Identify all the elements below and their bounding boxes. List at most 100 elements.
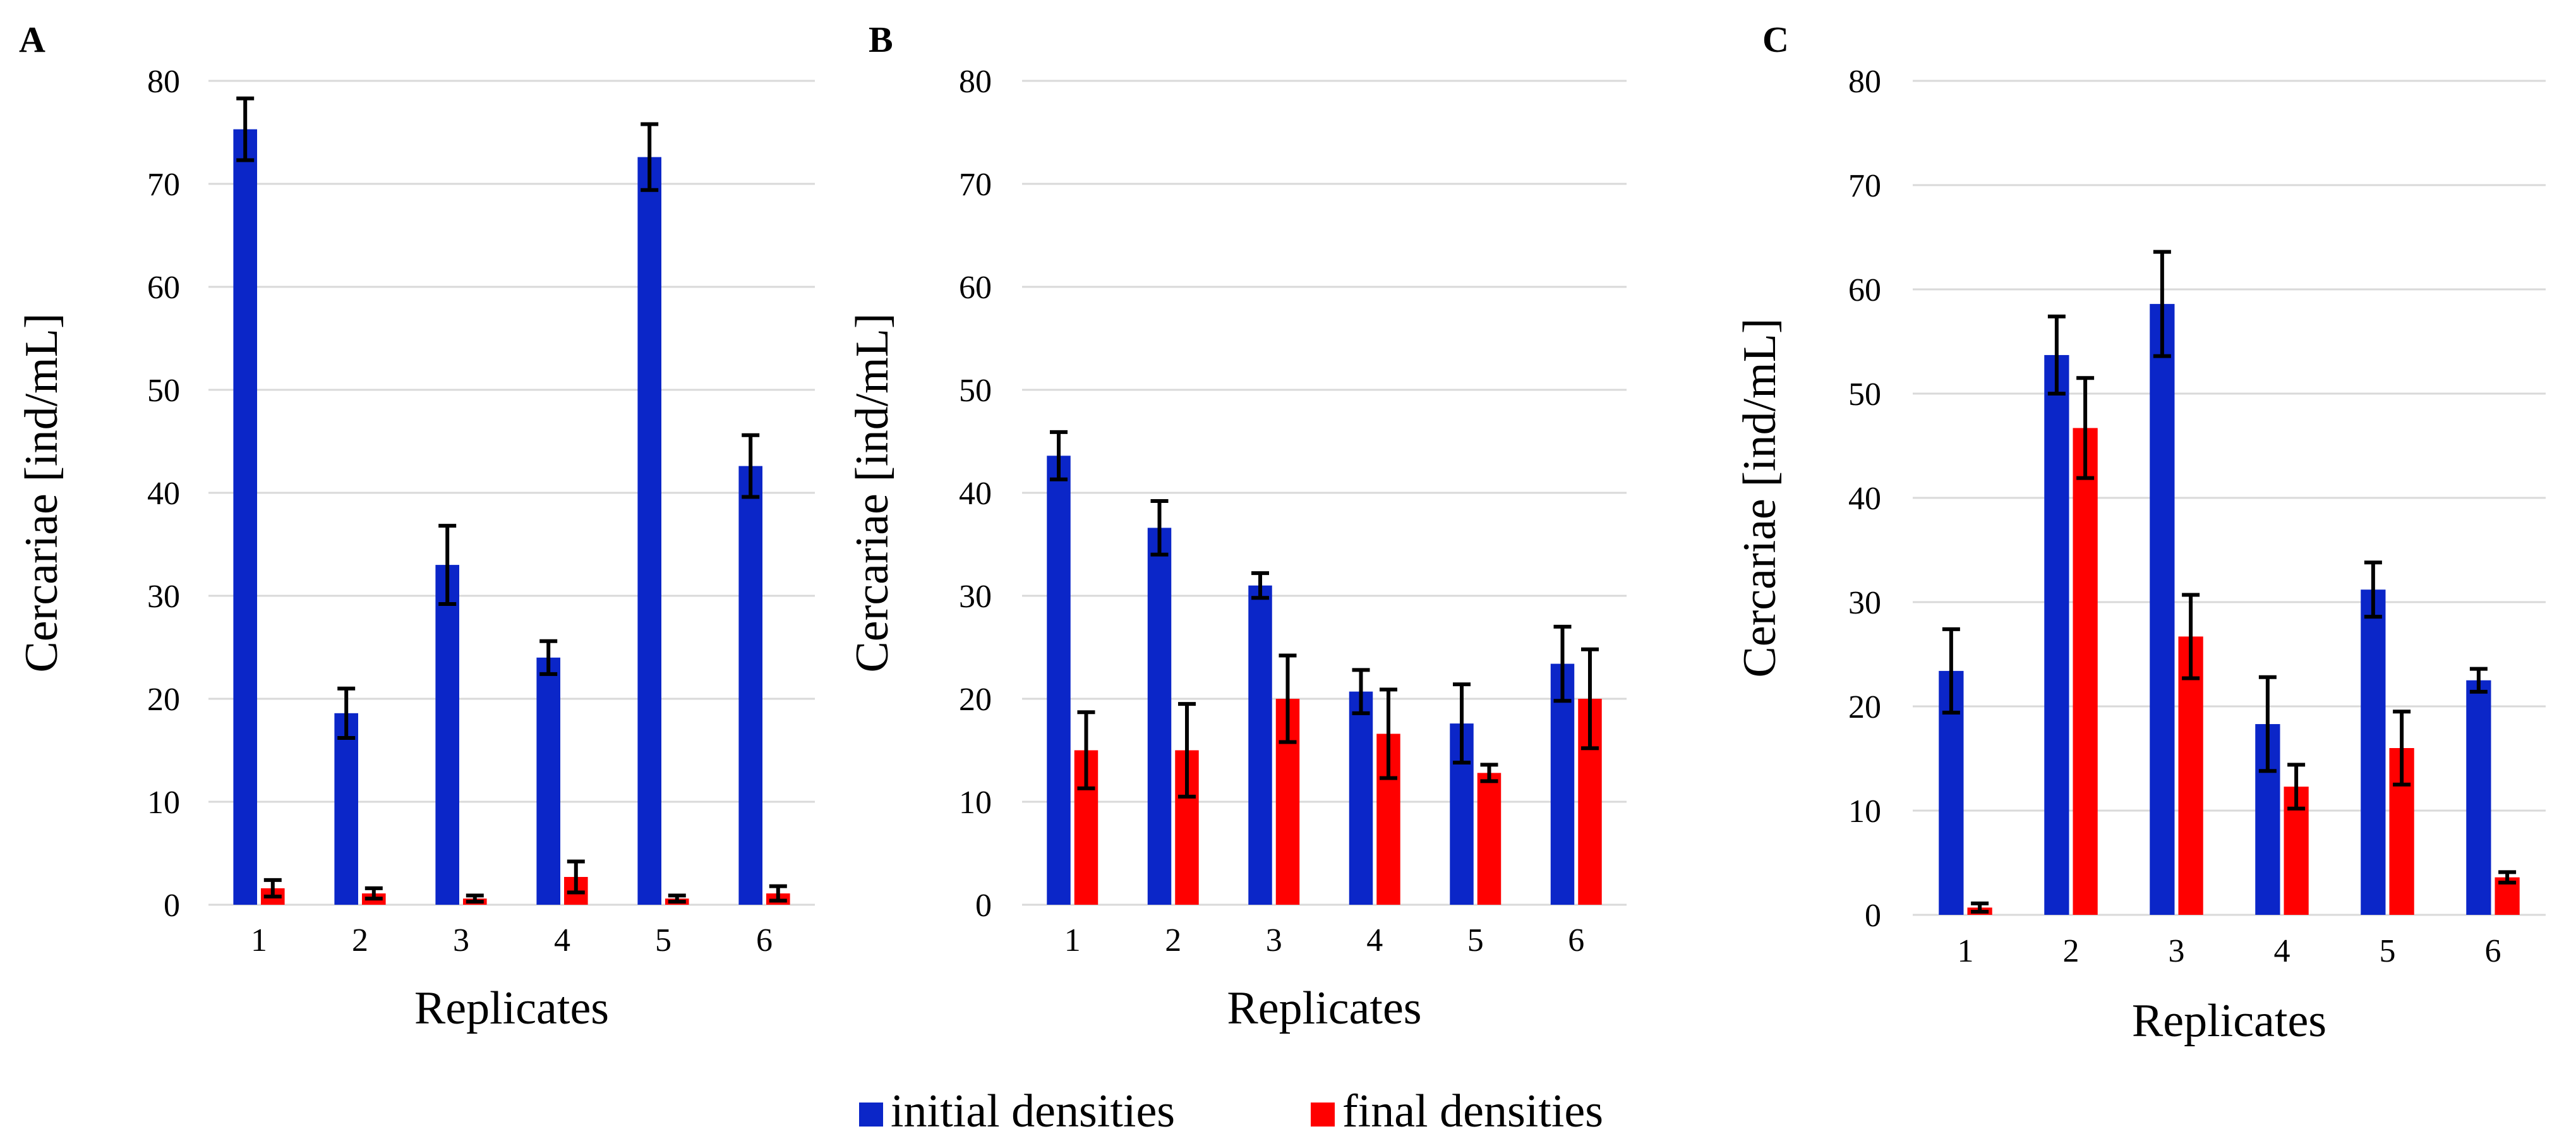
error-bar xyxy=(742,433,760,499)
error-bar xyxy=(2469,667,2488,694)
error-bar xyxy=(364,886,383,901)
error-bar xyxy=(668,893,686,904)
chart-panel-b: B 0 10 20 30 40 50 60 70 80 Cercariae [ind/mL] 1 2 3 4… xyxy=(846,19,1627,1034)
legend-label-initial: initial densities xyxy=(891,1085,1175,1137)
error-bar xyxy=(1453,682,1471,765)
error-bar xyxy=(1251,571,1270,600)
bar-final xyxy=(2178,636,2203,915)
x-tick-label: 5 xyxy=(1467,922,1484,958)
error-bar xyxy=(1580,647,1599,751)
x-axis-title: Replicates xyxy=(2132,995,2326,1047)
y-tick-label: 10 xyxy=(147,785,180,821)
y-tick-label: 60 xyxy=(1848,272,1881,308)
error-bar xyxy=(2182,593,2200,680)
chart-panel-a: A 0 10 20 30 40 50 60 70 80 Cercariae [ind/mL] 1 2 3 4… xyxy=(16,19,815,1034)
y-tick-label: 80 xyxy=(959,64,992,100)
x-tick-label: 6 xyxy=(2485,933,2501,969)
error-bar xyxy=(2153,250,2171,358)
error-bar xyxy=(567,859,585,895)
x-tick-label: 5 xyxy=(655,922,671,958)
y-tick-label: 20 xyxy=(147,682,180,718)
x-tick-label: 1 xyxy=(1064,922,1081,958)
x-tick-label: 2 xyxy=(2063,933,2079,969)
x-tick-label: 2 xyxy=(1165,922,1181,958)
y-tick-label: 50 xyxy=(959,373,992,409)
y-tick-label: 30 xyxy=(959,579,992,615)
legend-label-final: final densities xyxy=(1342,1085,1603,1137)
y-tick-label: 30 xyxy=(147,579,180,615)
error-bar xyxy=(769,884,787,903)
error-bar xyxy=(2393,710,2411,787)
error-bar xyxy=(337,686,356,740)
y-tick-label: 30 xyxy=(1848,585,1881,621)
bar-initial xyxy=(1047,456,1071,905)
y-tick-label: 0 xyxy=(975,888,992,924)
x-tick-label: 3 xyxy=(1266,922,1282,958)
error-bar xyxy=(641,122,659,192)
y-axis-title: Cercariae [ind/mL] xyxy=(846,313,898,672)
bar-initial xyxy=(637,157,661,905)
panel-letter: B xyxy=(869,19,893,60)
y-tick-label: 50 xyxy=(1848,377,1881,413)
legend: initial densities final densities xyxy=(859,1085,1603,1137)
error-bar xyxy=(1279,653,1297,744)
error-bar xyxy=(2258,675,2277,773)
error-bar xyxy=(1177,702,1196,799)
bar-initial xyxy=(1550,663,1575,905)
bar-initial xyxy=(1248,585,1272,905)
y-tick-label: 10 xyxy=(959,785,992,821)
bar-initial xyxy=(1147,528,1172,905)
y-tick-label: 60 xyxy=(959,270,992,306)
error-bar xyxy=(1379,687,1397,780)
bar-initial xyxy=(1349,691,1373,905)
bar-final xyxy=(2073,428,2098,915)
error-bar xyxy=(1077,710,1095,790)
error-bar xyxy=(2047,314,2066,396)
x-tick-label: 2 xyxy=(352,922,368,958)
panel-letter: C xyxy=(1762,19,1789,60)
x-axis-title: Replicates xyxy=(1227,982,1421,1034)
y-tick-label: 0 xyxy=(1865,898,1881,934)
x-tick-label: 4 xyxy=(2274,933,2290,969)
error-bar xyxy=(438,524,457,607)
error-bar xyxy=(2364,560,2382,619)
y-tick-label: 20 xyxy=(1848,689,1881,725)
y-tick-label: 70 xyxy=(959,167,992,203)
error-bar xyxy=(1050,430,1068,481)
bar-initial xyxy=(738,466,762,905)
error-bar xyxy=(1480,763,1498,783)
y-axis-title: Cercariae [ind/mL] xyxy=(16,313,68,672)
y-tick-label: 60 xyxy=(147,270,180,306)
x-tick-label: 1 xyxy=(1958,933,1974,969)
error-bar xyxy=(1553,624,1572,703)
error-bar xyxy=(466,893,484,904)
x-axis-title: Replicates xyxy=(414,982,609,1034)
legend-swatch-final xyxy=(1311,1103,1335,1127)
error-bar xyxy=(539,639,558,676)
error-bar xyxy=(1352,668,1370,715)
x-tick-label: 4 xyxy=(1366,922,1383,958)
bar-initial xyxy=(2361,589,2386,915)
x-tick-label: 5 xyxy=(2380,933,2396,969)
bar-initial xyxy=(233,129,257,905)
error-bar xyxy=(2498,870,2517,885)
x-tick-label: 6 xyxy=(756,922,773,958)
panel-letter: A xyxy=(19,19,45,60)
bar-initial xyxy=(536,657,560,905)
bar-initial xyxy=(2150,304,2175,915)
error-bar xyxy=(2287,763,2306,811)
y-tick-label: 0 xyxy=(164,888,180,924)
y-axis-title: Cercariae [ind/mL] xyxy=(1734,318,1786,677)
y-tick-label: 40 xyxy=(147,476,180,512)
legend-swatch-initial xyxy=(859,1103,883,1127)
y-tick-label: 40 xyxy=(959,476,992,512)
bar-initial xyxy=(2044,354,2069,915)
x-tick-label: 6 xyxy=(1568,922,1584,958)
y-tick-label: 80 xyxy=(1848,64,1881,100)
error-bar xyxy=(1942,627,1960,715)
x-tick-label: 3 xyxy=(2169,933,2185,969)
y-tick-label: 20 xyxy=(959,682,992,718)
x-tick-label: 4 xyxy=(554,922,570,958)
